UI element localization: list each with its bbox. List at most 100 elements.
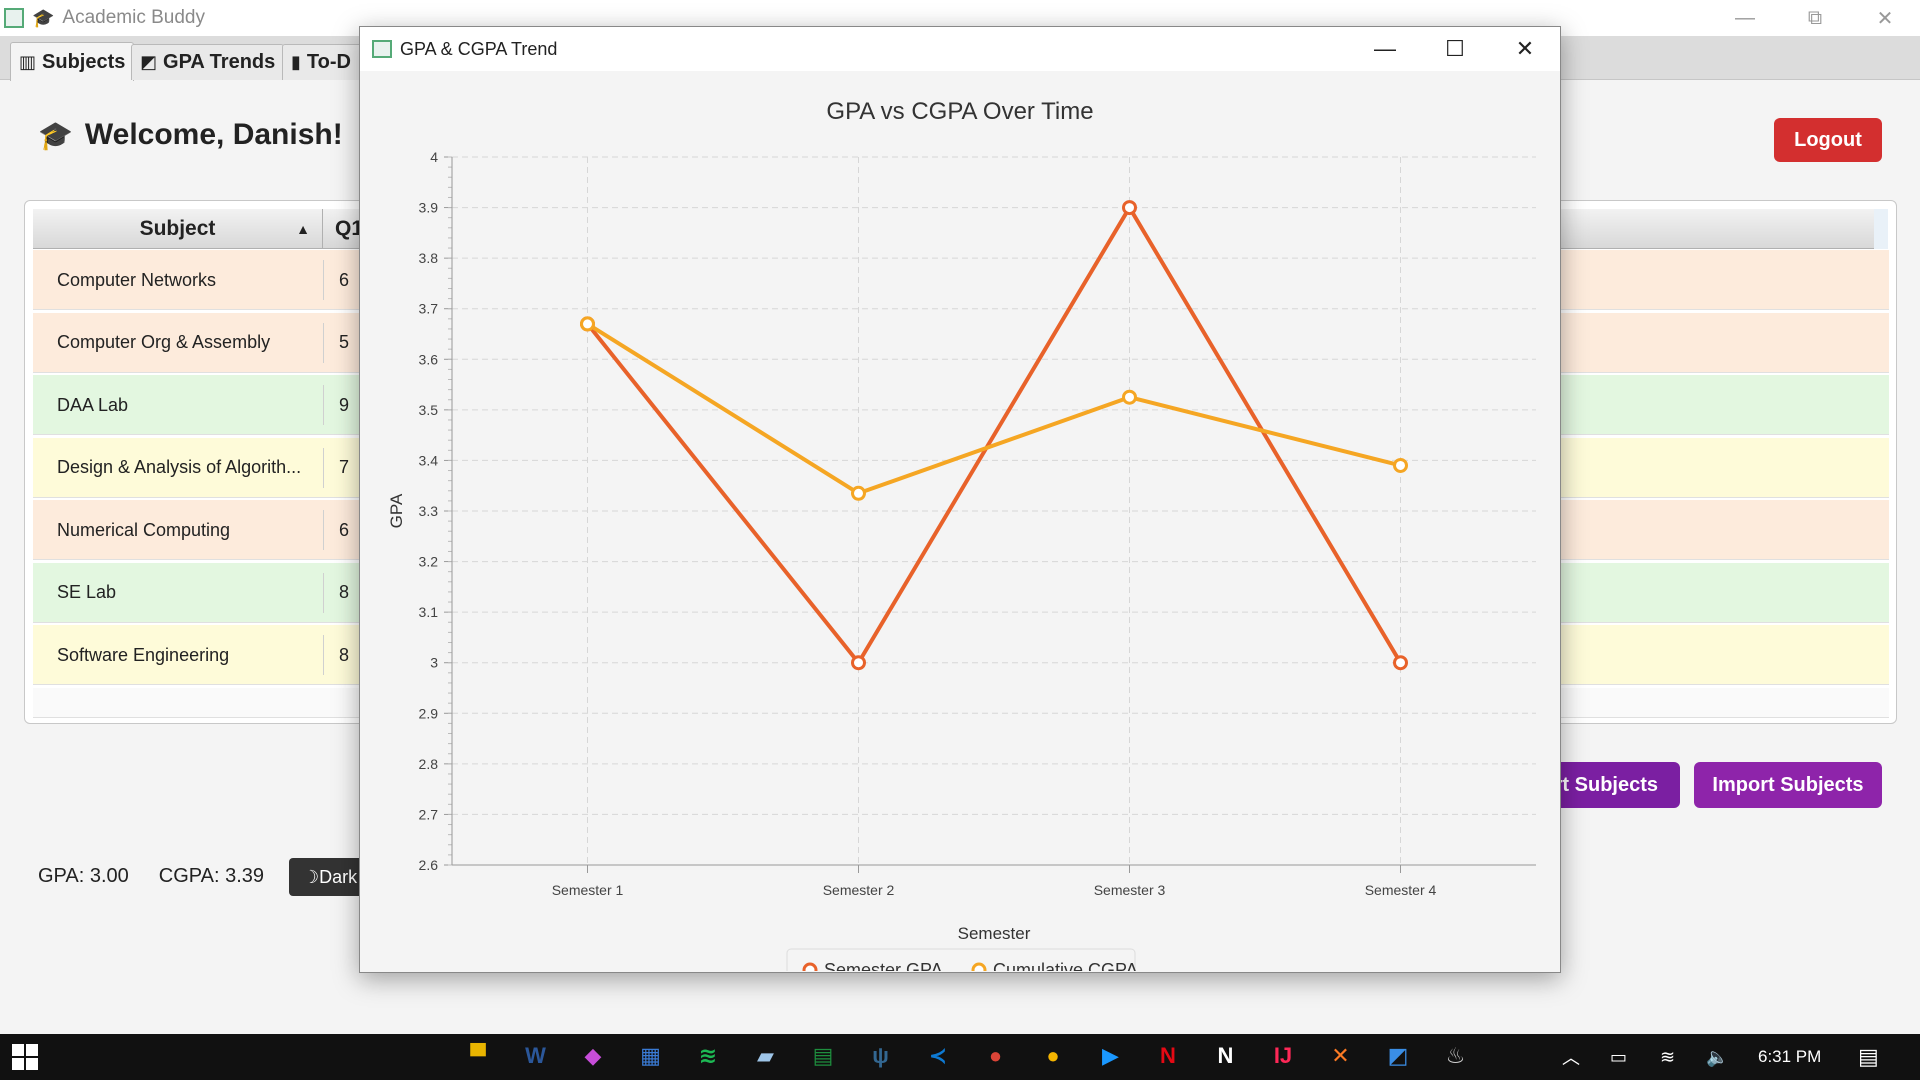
xampp-icon[interactable]: ✕ bbox=[1331, 1043, 1350, 1068]
y-tick-label: 3.9 bbox=[419, 200, 439, 216]
intellij-icon[interactable]: IJ bbox=[1273, 1043, 1293, 1068]
vscode-icon[interactable]: ≺ bbox=[928, 1043, 948, 1068]
minimize-button[interactable]: — bbox=[1735, 6, 1755, 29]
wifi-icon[interactable]: ≋ bbox=[1660, 1046, 1676, 1067]
file-explorer-icon[interactable]: ▀ bbox=[470, 1043, 486, 1068]
subject-cell: Numerical Computing bbox=[57, 519, 231, 540]
tab-gpa-trends[interactable]: ◩ GPA Trends bbox=[131, 44, 285, 80]
y-tick-label: 2.9 bbox=[419, 705, 439, 721]
copilot-icon[interactable]: ◆ bbox=[584, 1043, 602, 1068]
import-subjects-button[interactable]: Import Subjects bbox=[1694, 762, 1882, 808]
dialog-maximize-button[interactable]: ☐ bbox=[1445, 36, 1465, 61]
y-tick-label: 3.3 bbox=[419, 503, 439, 519]
app-icon bbox=[4, 8, 24, 28]
show-hidden-icons-icon[interactable]: ︿ bbox=[1562, 1048, 1580, 1068]
restore-button[interactable]: ⧉ bbox=[1807, 6, 1823, 29]
data-point bbox=[1122, 389, 1137, 405]
cell-divider bbox=[323, 572, 324, 613]
legend-box bbox=[786, 948, 1136, 971]
subject-cell: Computer Org & Assembly bbox=[57, 332, 271, 352]
x-tick-label: Semester 2 bbox=[823, 882, 895, 898]
subject-cell: DAA Lab bbox=[57, 394, 129, 415]
q1-cell: 5 bbox=[339, 332, 350, 352]
chart-legend: Semester GPA Cumulative CGPA bbox=[786, 948, 1138, 971]
dialog-app-icon bbox=[372, 40, 392, 58]
cell-divider bbox=[323, 510, 324, 550]
dialog-close-button[interactable]: ✕ bbox=[1515, 36, 1535, 61]
cell-divider bbox=[323, 322, 324, 363]
sort-ascending-icon: ▲ bbox=[296, 221, 310, 237]
y-tick-label: 3.5 bbox=[419, 402, 439, 418]
moon-icon: ☽ bbox=[303, 866, 320, 887]
word-icon[interactable]: W bbox=[525, 1043, 546, 1068]
dialog-title: GPA & CGPA Trend bbox=[400, 38, 558, 59]
scrollbar[interactable] bbox=[1874, 209, 1888, 249]
tab-subjects-label: Subjects bbox=[42, 50, 126, 73]
logout-button[interactable]: Logout bbox=[1774, 118, 1882, 162]
column-header-subject-label: Subject bbox=[139, 217, 216, 240]
close-button[interactable]: ✕ bbox=[1876, 7, 1894, 30]
netflix-icon[interactable]: N bbox=[1160, 1043, 1176, 1068]
battery-icon[interactable]: ▭ bbox=[1610, 1046, 1628, 1067]
graduation-cap-icon: 🎓 bbox=[38, 119, 73, 151]
q1-cell: 9 bbox=[339, 394, 350, 415]
notion-icon[interactable]: N bbox=[1217, 1043, 1234, 1068]
legend-marker bbox=[971, 962, 987, 971]
dark-mode-button[interactable]: ☽ Dark bbox=[289, 858, 369, 896]
windows-start-icon[interactable] bbox=[12, 1044, 38, 1070]
sheets-icon[interactable]: ▤ bbox=[812, 1043, 834, 1068]
y-axis-label: GPA bbox=[387, 493, 406, 528]
chart-title: GPA vs CGPA Over Time bbox=[826, 98, 1093, 125]
tab-subjects[interactable]: ▥ Subjects bbox=[10, 42, 135, 81]
y-tick-label: 3.1 bbox=[419, 604, 439, 620]
java-app-icon[interactable]: ♨ bbox=[1445, 1043, 1466, 1068]
graduation-cap-icon: 🎓 bbox=[32, 7, 55, 28]
series-line-1 bbox=[586, 322, 1401, 496]
notifications-icon[interactable]: ▤ bbox=[1858, 1044, 1879, 1069]
store-icon[interactable]: ▦ bbox=[640, 1043, 661, 1068]
column-header-subject[interactable]: Subject ▲ bbox=[33, 209, 323, 249]
gpa-trend-dialog: GPA & CGPA Trend — ☐ ✕ GPA vs CGPA Over … bbox=[359, 26, 1561, 973]
tab-gpa-trends-label: GPA Trends bbox=[163, 51, 276, 73]
x-tick-label: Semester 3 bbox=[1094, 882, 1166, 898]
chrome-icon[interactable]: ● bbox=[988, 1043, 1003, 1068]
q1-cell: 8 bbox=[339, 582, 350, 602]
legend-label: Cumulative CGPA bbox=[993, 960, 1138, 971]
tab-todo[interactable]: ▮ To-D bbox=[282, 44, 362, 80]
photos-icon[interactable]: ◩ bbox=[1387, 1043, 1409, 1068]
chrome-alt-icon[interactable]: ● bbox=[1046, 1043, 1060, 1068]
clipboard-icon: ▮ bbox=[291, 52, 301, 72]
notes-icon[interactable]: ▰ bbox=[757, 1043, 774, 1068]
y-tick-label: 3.4 bbox=[419, 452, 439, 468]
column-header-q1[interactable]: Q1 bbox=[335, 217, 364, 240]
subject-cell: Design & Analysis of Algorith... bbox=[57, 457, 302, 477]
x-axis-label: Semester bbox=[958, 924, 1031, 943]
q1-cell: 7 bbox=[339, 457, 350, 477]
series-line-0 bbox=[585, 205, 1403, 665]
dialog-minimize-button[interactable]: — bbox=[1374, 36, 1396, 61]
y-tick-label: 3.6 bbox=[419, 351, 439, 367]
books-icon: ▥ bbox=[19, 51, 37, 72]
subject-cell: SE Lab bbox=[57, 582, 117, 602]
tab-todo-label: To-D bbox=[306, 51, 351, 73]
data-point bbox=[1393, 655, 1408, 671]
cgpa-value: CGPA: 3.39 bbox=[158, 865, 265, 887]
postgres-icon[interactable]: ψ bbox=[872, 1043, 889, 1068]
y-tick-label: 4 bbox=[430, 149, 438, 165]
dialog-titlebar: GPA & CGPA Trend — ☐ ✕ bbox=[360, 27, 1560, 71]
q1-cell: 8 bbox=[339, 644, 350, 665]
cell-divider bbox=[323, 385, 324, 425]
clock[interactable]: 6:31 PM bbox=[1758, 1047, 1822, 1066]
volume-icon[interactable]: 🔈 bbox=[1706, 1046, 1729, 1067]
welcome-heading: 🎓 Welcome, Danish! bbox=[38, 118, 343, 152]
data-point bbox=[1393, 457, 1408, 473]
legend-marker bbox=[802, 962, 818, 971]
data-point bbox=[851, 655, 866, 671]
x-tick-label: Semester 1 bbox=[552, 882, 624, 898]
x-tick-label: Semester 4 bbox=[1365, 882, 1437, 898]
spotify-icon[interactable]: ≋ bbox=[698, 1043, 718, 1068]
subject-cell: Computer Networks bbox=[57, 269, 217, 290]
y-tick-label: 3.8 bbox=[419, 250, 439, 266]
data-point bbox=[1122, 200, 1137, 216]
prime-video-icon[interactable]: ▶ bbox=[1102, 1043, 1119, 1068]
